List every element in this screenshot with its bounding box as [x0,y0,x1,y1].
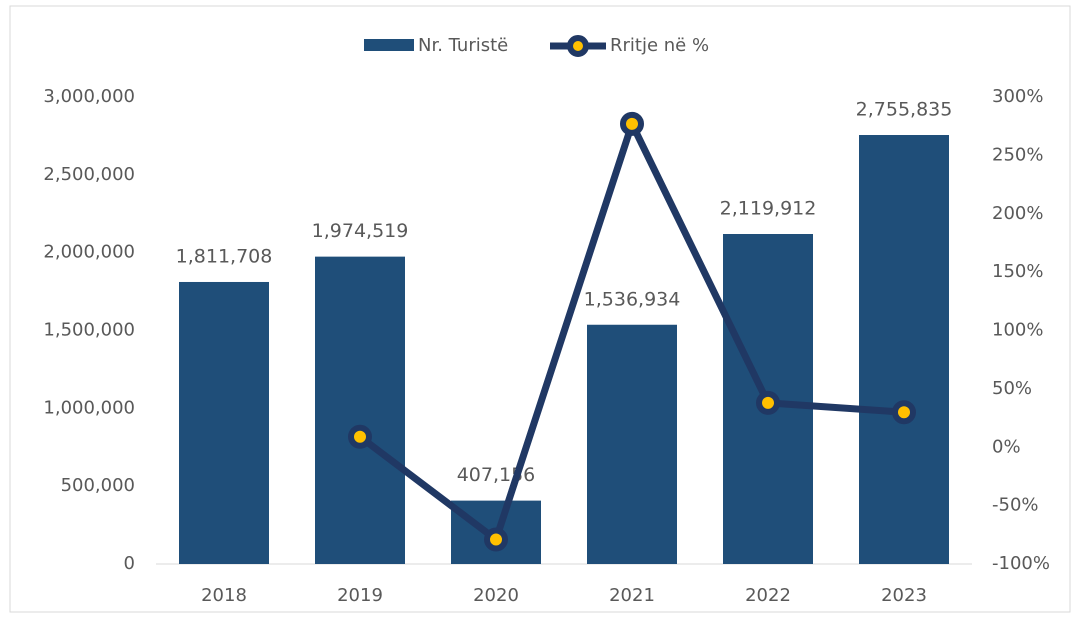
data-label: 1,974,519 [312,220,409,242]
y2-tick-label: 100% [992,320,1043,341]
data-label: 2,119,912 [720,198,817,220]
marker [620,111,644,136]
y2-tick-label: 300% [992,86,1043,107]
x-tick-label: 2018 [201,585,247,606]
x-tick-label: 2022 [745,585,791,606]
legend-marker [567,35,589,57]
legend-label: Rritje në % [610,35,709,56]
marker [348,424,372,449]
y2-tick-label: 250% [992,144,1043,165]
x-tick-label: 2019 [337,585,383,606]
y-tick-label: 2,500,000 [43,164,135,185]
y2-tick-label: -50% [992,495,1039,516]
y-tick-label: 0 [124,553,135,574]
y2-tick-label: 50% [992,378,1032,399]
x-tick-label: 2023 [881,585,927,606]
y2-tick-label: 150% [992,261,1043,282]
y2-tick-label: 0% [992,436,1021,457]
data-label: 1,536,934 [584,288,681,310]
data-label: 407,156 [457,464,536,486]
y-tick-label: 500,000 [61,475,135,496]
bar [179,281,269,564]
bar [315,256,405,564]
x-tick-label: 2020 [473,585,519,606]
x-tick-label: 2021 [609,585,655,606]
y2-tick-label: -100% [992,553,1050,574]
y2-tick-label: 200% [992,203,1043,224]
data-label: 1,811,708 [176,245,273,267]
y-tick-label: 1,500,000 [43,320,135,341]
bar [859,135,949,564]
marker [892,400,916,425]
legend-label: Nr. Turistë [418,35,508,56]
y-tick-label: 3,000,000 [43,86,135,107]
y-tick-label: 1,000,000 [43,397,135,418]
bar [587,324,677,564]
marker [756,390,780,415]
marker [484,527,508,552]
data-label: 2,755,835 [856,99,953,121]
legend-swatch [364,39,414,51]
y-tick-label: 2,000,000 [43,242,135,263]
